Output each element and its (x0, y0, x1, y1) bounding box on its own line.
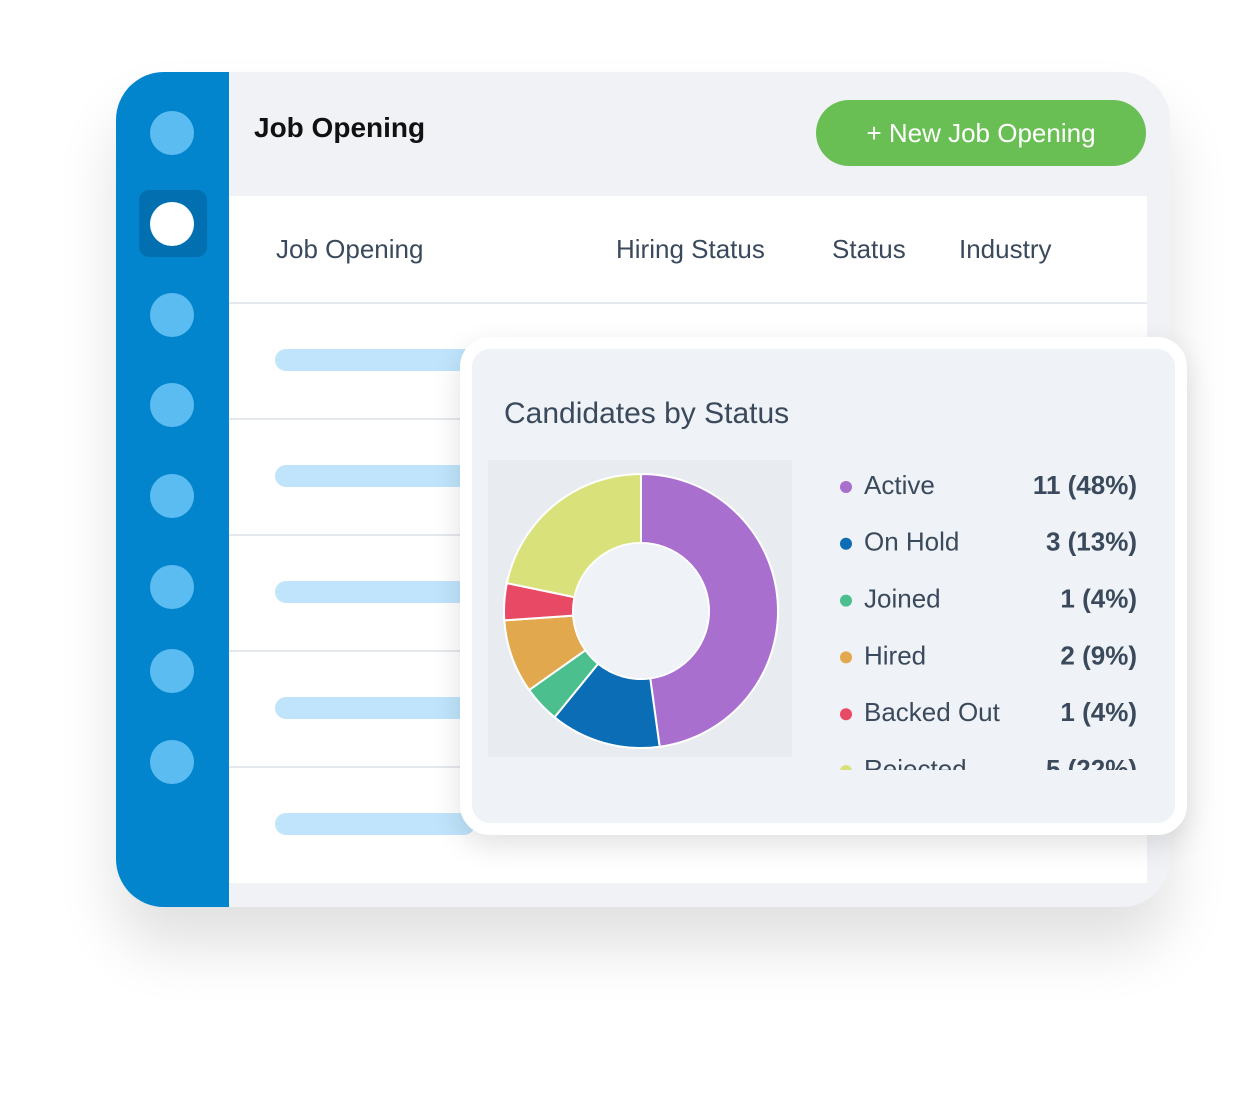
legend-marker (840, 537, 852, 550)
sidebar (116, 72, 229, 907)
placeholder-bar (275, 813, 475, 835)
donut-hole (574, 544, 708, 678)
nav-icon[interactable] (150, 565, 194, 609)
value-label: 1 (4%) (1060, 697, 1137, 727)
donut-slice (505, 472, 642, 599)
column-header[interactable]: Status (832, 234, 906, 264)
legend-label: Rejected (864, 754, 967, 770)
nav-icon[interactable] (150, 293, 194, 337)
column-header[interactable]: Industry (959, 234, 1052, 264)
page-title: Job Opening (254, 112, 426, 143)
new-button[interactable]: + New Job Opening (816, 100, 1146, 166)
nav-icon[interactable] (150, 474, 194, 518)
chart-card: Candidates by Status Active 11 (48%) On Ho… (460, 337, 1187, 835)
nav-icon[interactable] (150, 383, 194, 427)
column-header[interactable]: Job Opening (276, 234, 424, 264)
row-divider (229, 302, 1147, 304)
legend-marker (840, 708, 852, 721)
legend-marker (840, 651, 852, 664)
value-label: 3 (13%) (1046, 527, 1137, 557)
legend-label: Joined (864, 583, 941, 613)
legend-label: Backed Out (864, 697, 1001, 727)
donut-slice (640, 472, 779, 748)
legend-label: On Hold (864, 527, 959, 557)
chart: Active 11 (48%) On Hold 3 (13%) Joined 1 (4%)… (488, 460, 1137, 770)
column-header[interactable]: Hiring Status (616, 234, 765, 264)
legend-label: Hired (864, 640, 926, 670)
legend-marker (840, 481, 852, 493)
placeholder-bar (275, 581, 475, 603)
value-label: 1 (4%) (1060, 583, 1137, 613)
legend-marker (840, 594, 852, 607)
nav-icon[interactable] (150, 649, 194, 693)
placeholder-bar (275, 697, 475, 719)
nav-icon[interactable] (150, 111, 194, 155)
chart-title: Candidates by Status (504, 397, 790, 430)
nav-icon[interactable] (150, 202, 194, 246)
legend-label: Active (864, 470, 935, 500)
nav-icon[interactable] (150, 740, 194, 784)
placeholder-bar (275, 349, 475, 371)
value-label: 5 (22%) (1046, 754, 1137, 770)
legend-marker (840, 765, 852, 770)
value-label: 11 (48%) (1033, 470, 1137, 500)
placeholder-bar (275, 465, 475, 487)
value-label: 2 (9%) (1060, 640, 1137, 670)
